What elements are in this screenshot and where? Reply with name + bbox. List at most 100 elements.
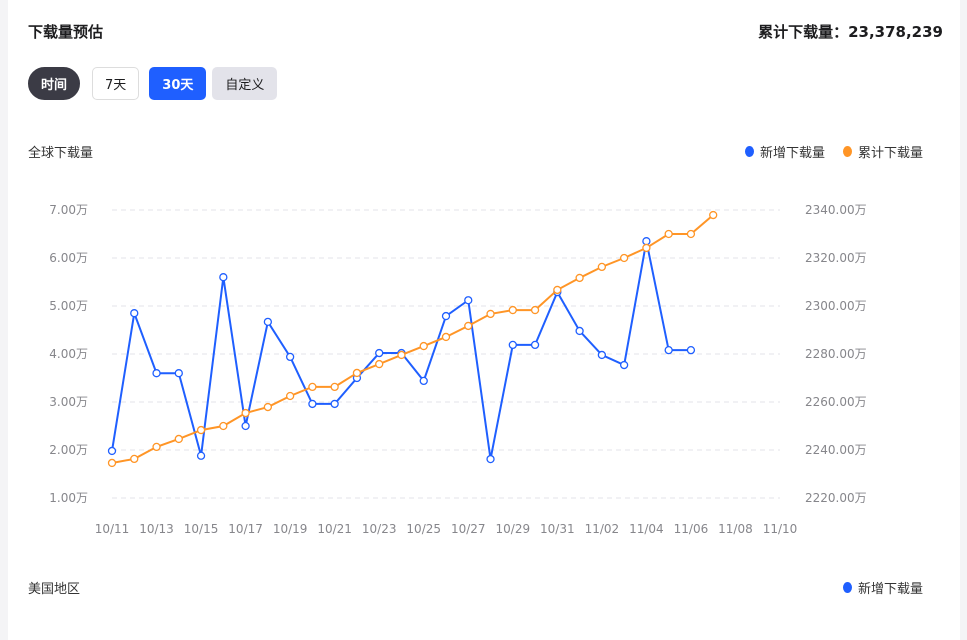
cumulative-point bbox=[130, 454, 139, 464]
new-downloads-point bbox=[419, 376, 428, 386]
cumulative-point bbox=[664, 229, 673, 239]
new-downloads-point bbox=[308, 399, 317, 409]
y-right-tick-label: 2300.00万 bbox=[805, 299, 867, 313]
cumulative-point bbox=[642, 243, 651, 253]
blue-dot-icon bbox=[744, 146, 754, 157]
y-left-tick-label: 5.00万 bbox=[49, 299, 88, 313]
new-downloads-point bbox=[107, 446, 117, 456]
y-right-tick-label: 2340.00万 bbox=[805, 203, 867, 217]
new-downloads-point bbox=[642, 237, 651, 246]
legend-label: 累计下载量 bbox=[857, 146, 923, 161]
cumulative-point bbox=[508, 305, 517, 315]
legend-label: 新增下载量 bbox=[759, 146, 825, 161]
cumulative-point bbox=[330, 382, 339, 392]
new-downloads-point bbox=[152, 369, 161, 378]
new-downloads-point bbox=[375, 348, 384, 358]
new-downloads-point bbox=[263, 317, 273, 326]
cumulative-point bbox=[530, 305, 540, 315]
7-days-button[interactable]: 7天 bbox=[92, 67, 140, 100]
x-tick-label: 10/17 bbox=[228, 522, 263, 536]
y-left-tick-label: 2.00万 bbox=[49, 443, 88, 457]
legend-new-downloads[interactable]: 新增下载量 bbox=[842, 578, 923, 597]
y-left-tick-label: 1.00万 bbox=[49, 491, 88, 505]
y-right-tick-label: 2240.00万 bbox=[805, 443, 867, 457]
time-filter: 时间 7天 30天 自定义 bbox=[28, 67, 278, 100]
y-right-tick-label: 2320.00万 bbox=[805, 251, 867, 265]
new-downloads-point bbox=[686, 346, 696, 355]
new-downloads-point bbox=[597, 350, 607, 360]
cumulative-point bbox=[553, 285, 562, 295]
legend-cumulative-downloads[interactable]: 累计下载量 bbox=[842, 142, 923, 161]
new-downloads-point bbox=[508, 340, 517, 350]
x-tick-label: 10/31 bbox=[540, 522, 575, 536]
global-downloads-chart: 1.00万 2220.00万 2.00万 2240.00万 3.00万 2260.00万 4… bbox=[49, 203, 867, 536]
new-downloads-point bbox=[486, 454, 495, 464]
total-downloads: 累计下载量：23,378,239 bbox=[758, 23, 943, 41]
us-legend: 新增下载量 bbox=[842, 578, 923, 597]
y-right-tick-label: 2220.00万 bbox=[805, 491, 867, 505]
x-tick-label: 11/08 bbox=[718, 522, 753, 536]
us-chart-title: 美国地区 bbox=[28, 582, 81, 597]
legend-new-downloads[interactable]: 新增下载量 bbox=[744, 142, 825, 161]
blue-dot-icon bbox=[842, 582, 852, 593]
cumulative-point bbox=[352, 368, 362, 378]
cumulative-point bbox=[575, 273, 584, 283]
cumulative-point bbox=[219, 421, 228, 431]
x-tick-label: 11/02 bbox=[585, 522, 620, 536]
x-tick-label: 11/04 bbox=[629, 522, 664, 536]
cumulative-point bbox=[285, 391, 295, 401]
new-downloads-point bbox=[174, 369, 183, 378]
page-title: 下载量预估 bbox=[28, 23, 104, 41]
new-downloads-point bbox=[664, 346, 673, 355]
legend-label: 新增下载量 bbox=[857, 582, 923, 597]
30-days-button[interactable]: 30天 bbox=[149, 67, 207, 100]
download-estimate-card: 下载量预估 累计下载量：23,378,239 时间 7天 30天 自定义 全球下… bbox=[8, 0, 960, 640]
x-tick-label: 10/13 bbox=[139, 522, 174, 536]
custom-range-button[interactable]: 自定义 bbox=[212, 67, 278, 100]
cumulative-point bbox=[486, 309, 495, 319]
global-chart-title: 全球下载量 bbox=[28, 146, 94, 161]
y-left-tick-label: 7.00万 bbox=[49, 203, 88, 217]
cumulative-point bbox=[196, 425, 206, 435]
new-downloads-point bbox=[241, 421, 250, 431]
cumulative-point bbox=[152, 442, 161, 452]
cumulative-point bbox=[308, 382, 317, 392]
cumulative-point bbox=[619, 253, 629, 263]
time-label-button[interactable]: 时间 bbox=[28, 67, 81, 100]
cumulative-point bbox=[174, 434, 183, 444]
x-tick-label: 10/15 bbox=[184, 522, 219, 536]
cumulative-point bbox=[397, 350, 406, 360]
x-tick-label: 10/27 bbox=[451, 522, 486, 536]
cumulative-point bbox=[441, 332, 451, 342]
cumulative-point bbox=[241, 408, 250, 418]
y-left-tick-label: 4.00万 bbox=[49, 347, 88, 361]
new-downloads-point bbox=[130, 309, 139, 318]
orange-dot-icon bbox=[842, 146, 852, 157]
new-downloads-point bbox=[464, 296, 473, 305]
cumulative-point bbox=[686, 229, 696, 239]
cumulative-point bbox=[597, 262, 607, 272]
cumulative-point bbox=[709, 210, 718, 220]
new-downloads-point bbox=[441, 311, 451, 321]
x-tick-label: 10/11 bbox=[95, 522, 130, 536]
new-downloads-point bbox=[575, 326, 584, 336]
cumulative-downloads-line bbox=[111, 214, 714, 464]
cumulative-point bbox=[263, 402, 273, 412]
x-tick-label: 10/23 bbox=[362, 522, 397, 536]
y-right-tick-label: 2260.00万 bbox=[805, 395, 867, 409]
y-right-tick-label: 2280.00万 bbox=[805, 347, 867, 361]
new-downloads-point bbox=[196, 451, 206, 460]
cumulative-point bbox=[107, 458, 117, 468]
cumulative-point bbox=[419, 341, 428, 351]
y-left-tick-label: 6.00万 bbox=[49, 251, 88, 265]
new-downloads-point bbox=[285, 352, 295, 362]
new-downloads-point bbox=[619, 360, 629, 370]
x-tick-label: 10/21 bbox=[317, 522, 352, 536]
new-downloads-point bbox=[530, 340, 540, 350]
x-tick-label: 10/19 bbox=[273, 522, 308, 536]
cumulative-point bbox=[464, 321, 473, 331]
x-tick-label: 10/25 bbox=[406, 522, 441, 536]
cumulative-point bbox=[375, 359, 384, 369]
global-legend: 新增下载量 累计下载量 bbox=[744, 142, 923, 161]
new-downloads-point bbox=[219, 273, 228, 282]
